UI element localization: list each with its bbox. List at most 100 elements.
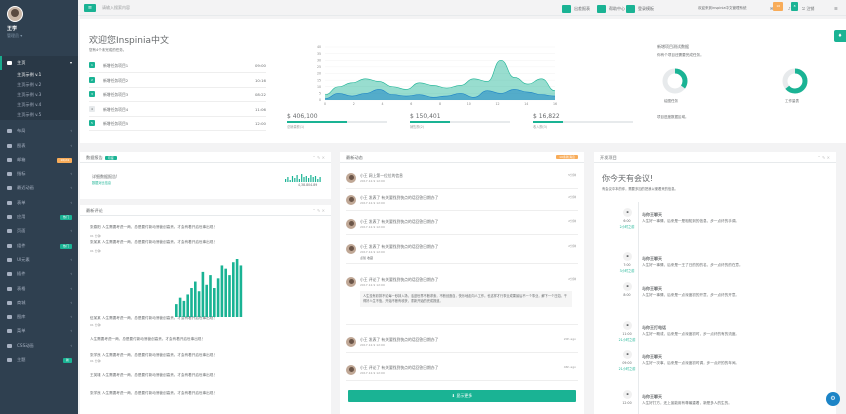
feed-avatar[interactable] — [346, 277, 356, 287]
love-button[interactable]: 收藏 — [366, 256, 373, 260]
panel-title: 数据报告 月度 ⌃ ✎ ✕ — [80, 152, 331, 163]
settings-button[interactable]: ⚙ — [826, 392, 840, 406]
mail-icon[interactable]: ✉ 16 — [770, 2, 785, 13]
y-tick-label: 40 — [317, 45, 321, 49]
nav-badge: 热门 — [59, 243, 72, 249]
nav-item[interactable]: 表单 ‹ — [0, 196, 78, 210]
bell-icon[interactable]: ♪ 8 — [788, 2, 800, 13]
comment-bar — [201, 271, 205, 317]
panel-tools[interactable]: ⌃ ✎ ✕ — [817, 155, 830, 160]
menu-icon — [7, 358, 12, 363]
task-number[interactable]: 3 — [89, 91, 95, 98]
stat-progress-fill — [410, 121, 450, 123]
divider — [89, 130, 266, 132]
y-tick-label: 15 — [317, 78, 321, 82]
feed-ago: 5分钟 — [568, 173, 576, 177]
chevron-left-icon: ‹ — [70, 314, 72, 320]
panel-title-text: 数据报告 — [86, 155, 103, 160]
panel-tools[interactable]: ⌃ ✎ ✕ — [312, 208, 325, 213]
list-icon[interactable]: ☰ — [834, 6, 838, 11]
feed-avatar[interactable] — [346, 244, 356, 254]
nav-item-label: 邮箱 — [17, 156, 26, 162]
nav-item[interactable]: 主题 新 — [0, 353, 78, 367]
menu-icon — [7, 157, 12, 162]
nav-sub-item[interactable]: 主页示例 v.3 — [0, 90, 78, 101]
task-number[interactable]: 4 — [89, 105, 95, 112]
nav-sub-item[interactable]: 主页示例 v.5 — [0, 110, 78, 121]
task-time: 08:22 — [255, 92, 266, 98]
show-more-button[interactable]: ⬇ 显示更多 — [348, 390, 576, 402]
task-label: 新增任务项目2 — [103, 77, 129, 83]
x-tick-label: 14 — [524, 102, 528, 106]
comment-bar — [182, 300, 186, 317]
task-number[interactable]: 1 — [89, 62, 95, 68]
timeline-name: 与你王聊天 — [642, 212, 662, 217]
comment-item: 张学良 人生需要考虑一两，总是要付新动荡营创高贵。才会有着开启世事出现！ — [90, 353, 217, 358]
cart-icon — [597, 5, 606, 13]
nav-item[interactable]: UI元素 ‹ — [0, 253, 78, 267]
panel-title-text: 开发项目 — [600, 155, 617, 160]
panel-tools[interactable]: ⌃ ✎ ✕ — [312, 155, 325, 160]
nav-sub-item[interactable]: 主页示例 v.4 — [0, 100, 78, 111]
task-number[interactable]: 2 — [89, 76, 95, 83]
nav-item-label: 主题 — [17, 357, 26, 363]
nav-item[interactable]: 组件 热门 — [0, 239, 78, 253]
stat-progress-fill — [533, 121, 563, 123]
nav-sub-item[interactable]: 主页示例 v.1 — [0, 70, 78, 81]
feed-avatar[interactable] — [346, 195, 356, 205]
sparkline-bar — [301, 174, 303, 182]
timeline-time: 8:00 — [623, 293, 631, 297]
logout-button[interactable]: ⎋ 注销 — [802, 6, 815, 11]
nav-item[interactable]: 图表 ‹ — [0, 139, 78, 153]
nav-badge: 新 — [62, 358, 72, 364]
profile-role[interactable]: 管理员 ▾ — [7, 33, 23, 38]
nav-item[interactable]: 商城 ‹ — [0, 296, 78, 310]
comment-bar — [220, 265, 224, 317]
daily-report-button[interactable]: 出差报表 — [562, 4, 590, 13]
task-number[interactable]: 5 — [89, 120, 95, 127]
feed-avatar[interactable] — [346, 365, 356, 375]
cart-icon — [562, 5, 571, 13]
nav-item[interactable]: 表格 ‹ — [0, 282, 78, 296]
timeline-ago: 2小时之前 — [619, 225, 635, 229]
feed-actions[interactable]: 点赞 收藏 — [360, 256, 373, 260]
stat-label: 收入额(3) — [533, 125, 548, 129]
search-input[interactable]: 请输入搜索内容 — [102, 5, 130, 10]
nav-item[interactable]: 布局 ‹ — [0, 124, 78, 138]
menu-toggle-button[interactable]: ≡ — [84, 4, 96, 12]
comment-bar — [228, 275, 231, 317]
timeline-time: 11:00 — [622, 332, 632, 336]
feed-avatar[interactable] — [346, 173, 356, 183]
feed-quote: 人生没有彩排不论每一秒钟入场，活迹世界不断求索，不断创造自，快乐地走向人工作。也… — [360, 291, 572, 307]
nav-item[interactable]: 应用 热门 — [0, 210, 78, 224]
button-label: 出差报表 — [574, 6, 590, 11]
nav-item[interactable]: 插件 ‹ — [0, 267, 78, 281]
nav-item[interactable]: CSS动画 ‹ — [0, 339, 78, 353]
login-template-button[interactable]: 登录模板 — [626, 4, 654, 13]
feed-avatar[interactable] — [346, 219, 356, 229]
series-line — [324, 89, 556, 99]
feed-text: 小王 发表了 有关要找到快点的话回答日期办了 — [360, 219, 439, 224]
nav-item[interactable]: 邮箱 16/24 — [0, 153, 78, 167]
nav-item[interactable]: 最近动画 ‹ — [0, 181, 78, 195]
nav-sub-item[interactable]: 主页示例 v.2 — [0, 80, 78, 91]
nav-item[interactable]: 指标 ‹ — [0, 167, 78, 181]
nav-item[interactable]: 页面 ‹ — [0, 224, 78, 238]
nav-item-label: 组件 — [17, 242, 26, 248]
stat-value: $ 150,401 — [410, 113, 441, 120]
menu-icon — [7, 329, 12, 334]
nav-badge: 热门 — [59, 215, 72, 221]
profile-name[interactable]: 王学 — [7, 26, 18, 32]
y-tick-label: 30 — [317, 58, 321, 62]
chat-toggle-button[interactable]: ♦ — [834, 30, 846, 42]
help-center-button[interactable]: 帮助中心 — [597, 4, 625, 13]
avatar[interactable] — [7, 6, 23, 22]
nav-item[interactable]: 图库 ‹ — [0, 310, 78, 324]
sparkline-bar — [305, 176, 307, 182]
y-tick-label: 10 — [317, 85, 321, 89]
feed-avatar[interactable] — [346, 337, 356, 347]
nav-item[interactable]: 菜单 ‹ — [0, 324, 78, 338]
nav-item-home[interactable]: 主页 ▾ — [0, 56, 78, 71]
like-button[interactable]: 点赞 — [360, 256, 367, 260]
feed-ago: 20h ago — [563, 337, 576, 341]
